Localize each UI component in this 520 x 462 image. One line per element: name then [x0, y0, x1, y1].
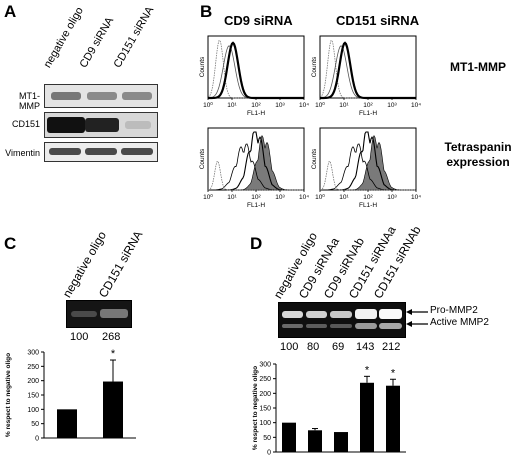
y-axis-label: Counts	[311, 148, 318, 169]
panel-b-label: B	[200, 2, 213, 21]
arrow-label-pro: Pro-MMP2	[430, 305, 478, 316]
bar	[386, 385, 400, 452]
significance-marker: *	[391, 367, 396, 379]
x-tick-label: 10¹	[227, 102, 237, 109]
flow-histogram: 10⁰ 10¹ 10² 10³ 10⁴ FL1-H Counts	[199, 127, 309, 209]
significance-marker: *	[365, 364, 370, 376]
flow-column-title: CD9 siRNA	[224, 13, 293, 28]
flow-histogram: 10⁰ 10¹ 10² 10³ 10⁴ FL1-H Counts	[311, 127, 421, 209]
western-blot-cd151	[44, 112, 158, 138]
y-axis-label: % respect to negative oligo	[5, 353, 12, 437]
bar	[57, 409, 77, 438]
y-axis-label: Counts	[311, 56, 318, 77]
flow-row-label: MT1-MMP	[450, 60, 506, 74]
y-tick-label: 50	[31, 421, 39, 428]
x-axis-label: FL1-H	[359, 110, 377, 117]
isotype-curve	[319, 160, 416, 191]
x-tick-label: 10²	[363, 102, 373, 109]
zymogram-d	[278, 302, 406, 338]
arrow-label-active: Active MMP2	[430, 317, 489, 328]
x-tick-label: 10⁴	[411, 194, 421, 201]
y-axis-label: Counts	[199, 148, 206, 169]
arrows	[406, 309, 428, 327]
western-blot-mt1mmp	[44, 84, 158, 108]
x-tick-label: 10¹	[339, 102, 349, 109]
lane-label: CD151 siRNA	[111, 4, 157, 71]
panel-a-label: A	[4, 2, 17, 21]
y-axis-label: Counts	[199, 56, 206, 77]
flow-histogram: 10⁰ 10¹ 10² 10³ 10⁴ FL1-H Counts	[311, 35, 421, 117]
y-tick-label: 150	[27, 393, 39, 400]
y-tick-label: 0	[267, 450, 271, 457]
zymogram-value: 268	[102, 331, 121, 343]
x-tick-label: 10⁴	[299, 102, 309, 109]
x-tick-label: 10¹	[339, 194, 349, 201]
zymogram-value: 69	[332, 341, 345, 353]
panel-c-label: C	[4, 234, 17, 253]
zymogram-value: 143	[356, 341, 375, 353]
x-tick-label: 10²	[251, 194, 261, 201]
x-tick-label: 10²	[251, 102, 261, 109]
western-blot-vimentin	[44, 142, 158, 162]
y-tick-label: 100	[259, 420, 271, 427]
bar	[103, 381, 123, 438]
blot-row-label: Vimentin	[5, 148, 40, 158]
x-axis-label: FL1-H	[247, 110, 265, 117]
zymogram-value: 100	[70, 331, 89, 343]
y-tick-label: 250	[259, 376, 271, 383]
zymogram-value: 80	[307, 341, 320, 353]
flow-histogram: 10⁰ 10¹ 10² 10³ 10⁴ FL1-H Counts	[199, 35, 309, 117]
y-tick-label: 0	[35, 436, 39, 443]
bar	[282, 422, 296, 452]
x-tick-label: 10²	[363, 194, 373, 201]
siRNA-curve	[319, 41, 416, 100]
x-tick-label: 10⁴	[411, 102, 421, 109]
y-axis-label: % respect to negative oligo	[252, 366, 259, 450]
bar	[308, 430, 322, 452]
zymogram-c	[66, 300, 132, 328]
zymogram-value: 212	[382, 341, 401, 353]
x-tick-label: 10⁰	[203, 193, 213, 201]
bar	[334, 432, 348, 452]
x-tick-label: 10³	[275, 102, 285, 109]
y-tick-label: 250	[27, 364, 39, 371]
y-tick-label: 300	[27, 350, 39, 357]
y-tick-label: 100	[27, 407, 39, 414]
y-tick-label: 200	[27, 378, 39, 385]
x-tick-label: 10¹	[227, 194, 237, 201]
x-tick-label: 10³	[387, 102, 397, 109]
x-tick-label: 10³	[275, 194, 285, 201]
y-tick-label: 300	[259, 362, 271, 369]
zymogram-value: 100	[280, 341, 299, 353]
isotype-curve	[207, 160, 304, 191]
bar	[360, 382, 374, 452]
blot-row-label: MT1-MMP	[19, 91, 40, 111]
y-tick-label: 50	[263, 435, 271, 442]
blot-row-label: CD151	[11, 119, 40, 129]
bar-chart-d: 0 50 100 150 200 250 300 * * % respect to negativ…	[252, 362, 406, 457]
y-tick-label: 200	[259, 391, 271, 398]
x-tick-label: 10⁰	[203, 101, 213, 109]
x-tick-label: 10⁰	[315, 193, 325, 201]
x-tick-label: 10⁴	[299, 194, 309, 201]
x-axis-label: FL1-H	[247, 202, 265, 209]
bar-chart-c: 0 50 100 150 200 250 300 * % respect to negative…	[5, 348, 136, 443]
x-tick-label: 10⁰	[315, 101, 325, 109]
lane-label: CD9 siRNA	[77, 15, 117, 70]
siRNA-curve	[207, 41, 304, 100]
panel-d-label: D	[250, 234, 263, 253]
flow-row-label: Tetraspanin expression	[444, 140, 512, 169]
y-tick-label: 150	[259, 406, 271, 413]
x-axis-label: FL1-H	[359, 202, 377, 209]
flow-column-title: CD151 siRNA	[336, 13, 420, 28]
significance-marker: *	[111, 348, 116, 360]
x-tick-label: 10³	[387, 194, 397, 201]
